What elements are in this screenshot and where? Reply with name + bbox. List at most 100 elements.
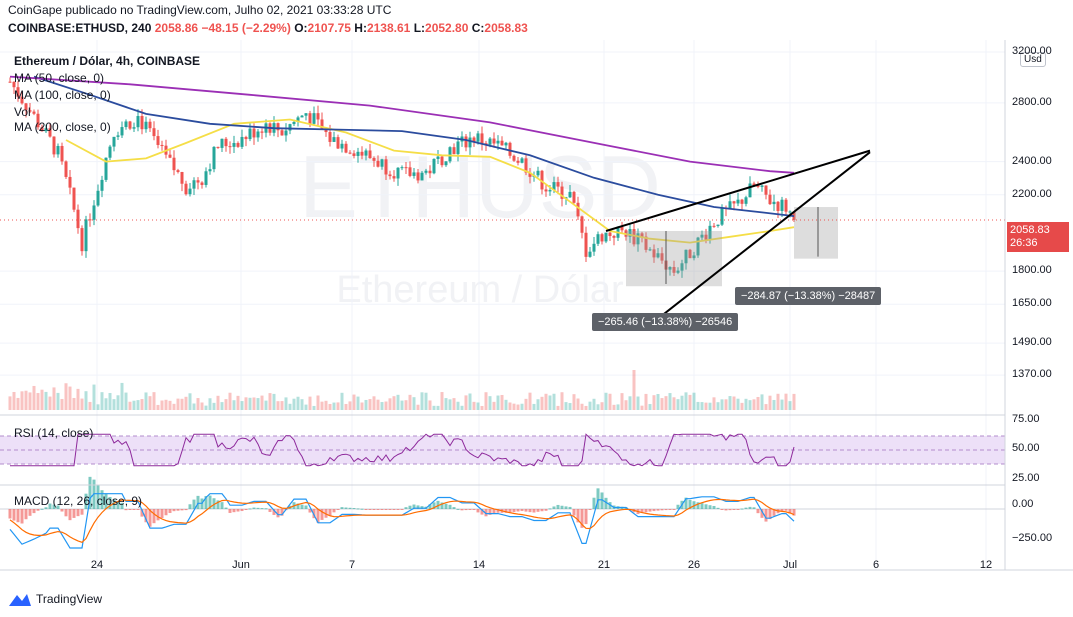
- macd-histogram-bar: [692, 501, 696, 509]
- macd-histogram-bar: [280, 509, 284, 516]
- macd-histogram-bar: [452, 507, 456, 509]
- candle-body: [48, 128, 52, 137]
- candle-body: [356, 151, 360, 156]
- candle-body: [536, 170, 540, 176]
- candle-body: [44, 128, 48, 132]
- macd-histogram-bar: [432, 502, 436, 509]
- candle-body: [8, 81, 12, 83]
- volume-bar: [780, 399, 784, 410]
- currency-button[interactable]: Usd: [1020, 52, 1046, 67]
- macd-histogram-bar: [64, 509, 68, 517]
- candle-body: [752, 183, 756, 186]
- volume-bar: [280, 401, 284, 410]
- price-chart[interactable]: ETHUSD Ethereum / Dólar: [0, 40, 1073, 580]
- ma200-line: [9, 75, 795, 174]
- volume-bar: [344, 403, 348, 410]
- rsi-legend[interactable]: RSI (14, close): [14, 426, 94, 440]
- watermark-ticker: ETHUSD: [299, 137, 661, 236]
- candle-body: [764, 185, 768, 195]
- tradingview-footer[interactable]: TradingView: [8, 591, 102, 607]
- ma100-legend[interactable]: MA (100, close, 0): [14, 88, 111, 102]
- macd-histogram-bar: [688, 499, 692, 509]
- volume-bar: [80, 398, 84, 410]
- volume-bar: [572, 394, 576, 410]
- candle-body: [212, 146, 216, 170]
- volume-bar: [788, 401, 792, 410]
- macd-histogram-bar: [668, 509, 672, 510]
- macd-histogram-bar: [400, 509, 404, 510]
- candle-body: [716, 224, 720, 226]
- macd-histogram-bar: [8, 509, 12, 519]
- volume-bar: [748, 400, 752, 410]
- macd-histogram-bar: [80, 509, 84, 515]
- macd-legend[interactable]: MACD (12, 26, close, 9): [14, 494, 143, 508]
- volume-bar: [100, 392, 104, 410]
- volume-bar: [740, 402, 744, 410]
- low-label: L:: [413, 21, 426, 35]
- volume-bar: [552, 393, 556, 410]
- volume-bar: [588, 401, 592, 410]
- macd-histogram-bar: [304, 505, 308, 509]
- time-tick-label: 14: [472, 559, 486, 571]
- price-tick-label: 2200.00: [1012, 187, 1052, 200]
- candle-body: [524, 158, 528, 173]
- volume-bar: [736, 398, 740, 410]
- current-price-tag: 2058.83 26:36: [1007, 222, 1069, 252]
- volume-bar: [56, 392, 60, 410]
- volume-bar: [424, 392, 428, 410]
- volume-bar: [440, 392, 444, 410]
- volume-bar: [128, 401, 132, 410]
- macd-histogram-bar: [244, 509, 248, 510]
- candle-body: [368, 150, 372, 159]
- macd-histogram-bar: [100, 490, 104, 509]
- volume-bar: [548, 395, 552, 410]
- volume-bar: [364, 399, 368, 410]
- volume-bar: [8, 396, 12, 410]
- candle-body: [784, 199, 788, 212]
- macd-histogram-bar: [720, 509, 724, 510]
- macd-histogram-bar: [264, 508, 268, 510]
- candle-body: [632, 229, 636, 245]
- volume-bar: [40, 389, 44, 410]
- volume-bar: [92, 384, 96, 410]
- time-tick-label: Jun: [232, 559, 250, 571]
- candle-body: [96, 190, 100, 206]
- candle-body: [428, 170, 432, 174]
- ma200-legend[interactable]: MA (200, close, 0): [14, 120, 111, 134]
- macd-histogram-bar: [496, 509, 500, 513]
- volume-bar: [180, 398, 184, 410]
- volume-bar: [468, 393, 472, 410]
- macd-histogram-bar: [472, 509, 476, 510]
- volume-bar: [620, 393, 624, 410]
- candle-body: [400, 167, 404, 169]
- vol-legend[interactable]: Vol: [14, 105, 31, 119]
- candle-body: [28, 110, 32, 112]
- bar-countdown: 26:36: [1010, 237, 1038, 249]
- volume-bar: [152, 392, 156, 410]
- volume-bar: [464, 395, 468, 410]
- time-tick-label: Jul: [782, 559, 798, 571]
- macd-histogram-bar: [504, 509, 508, 513]
- macd-histogram-bar: [736, 509, 740, 510]
- macd-histogram-bar: [260, 508, 264, 510]
- macd-histogram-bar: [48, 503, 52, 509]
- volume-bar: [196, 398, 200, 410]
- candle-body: [604, 232, 608, 242]
- volume-bar: [480, 405, 484, 410]
- volume-bar: [340, 392, 344, 410]
- candle-body: [128, 121, 132, 129]
- macd-histogram-bar: [580, 509, 584, 528]
- volume-bar: [656, 394, 660, 410]
- volume-bar: [232, 400, 236, 410]
- candle-body: [232, 142, 236, 147]
- volume-bar: [332, 402, 336, 410]
- volume-bar: [336, 402, 340, 410]
- macd-histogram-bar: [108, 496, 112, 509]
- candle-body: [72, 187, 76, 210]
- candle-body: [288, 124, 292, 131]
- volume-bar: [584, 405, 588, 410]
- macd-histogram-bar: [648, 509, 652, 512]
- ma50-legend[interactable]: MA (50, close, 0): [14, 71, 105, 85]
- price-tick-label: 1370.00: [1012, 368, 1052, 381]
- volume-bar: [172, 403, 176, 410]
